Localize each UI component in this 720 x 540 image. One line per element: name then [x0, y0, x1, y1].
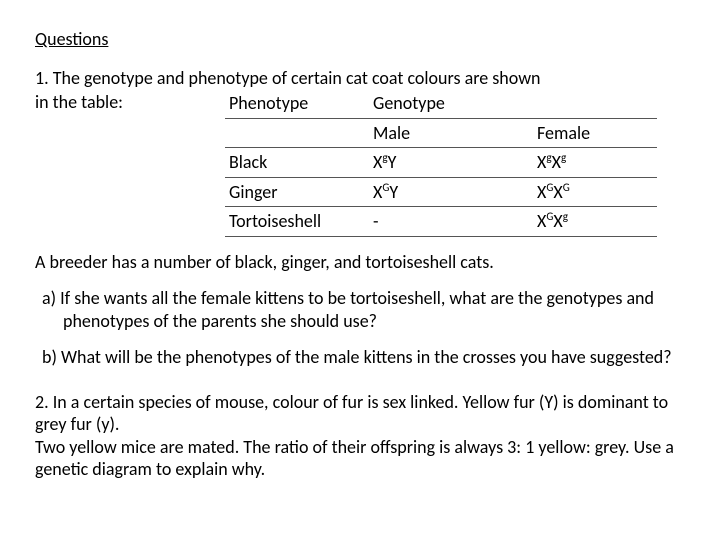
cell-female-0: XgXg [533, 148, 657, 178]
cell-pheno-2: Tortoiseshell [225, 207, 369, 237]
section-title: Questions [35, 28, 685, 51]
th-sub-blank [225, 118, 369, 148]
q1-breeder: A breeder has a number of black, ginger,… [35, 251, 685, 274]
q1-b: b) What will be the phenotypes of the ma… [35, 346, 685, 369]
cell-male-2: - [369, 207, 533, 237]
q2-line2: Two yellow mice are mated. The ratio of … [35, 436, 685, 481]
q2-line1: 2. In a certain species of mouse, colour… [35, 391, 685, 436]
cell-female-1: XGXG [533, 177, 657, 207]
cell-female-2: XGXg [533, 207, 657, 237]
cell-pheno-0: Black [225, 148, 369, 178]
cell-male-1: XGY [369, 177, 533, 207]
cell-male-0: XgY [369, 148, 533, 178]
q1-block: in the table: Phenotype Genotype Male Fe… [35, 91, 685, 237]
th-phenotype: Phenotype [225, 89, 369, 118]
th-male: Male [369, 118, 533, 148]
cell-pheno-1: Ginger [225, 177, 369, 207]
q1-a: a) If she wants all the female kittens t… [35, 287, 685, 332]
q1-intro-line1: 1. The genotype and phenotype of certain… [35, 67, 685, 90]
th-blank [533, 89, 657, 118]
th-female: Female [533, 118, 657, 148]
genotype-table: Phenotype Genotype Male Female Black XgY… [225, 89, 657, 237]
th-genotype: Genotype [369, 89, 533, 118]
q1-intro-line2: in the table: [35, 91, 225, 114]
